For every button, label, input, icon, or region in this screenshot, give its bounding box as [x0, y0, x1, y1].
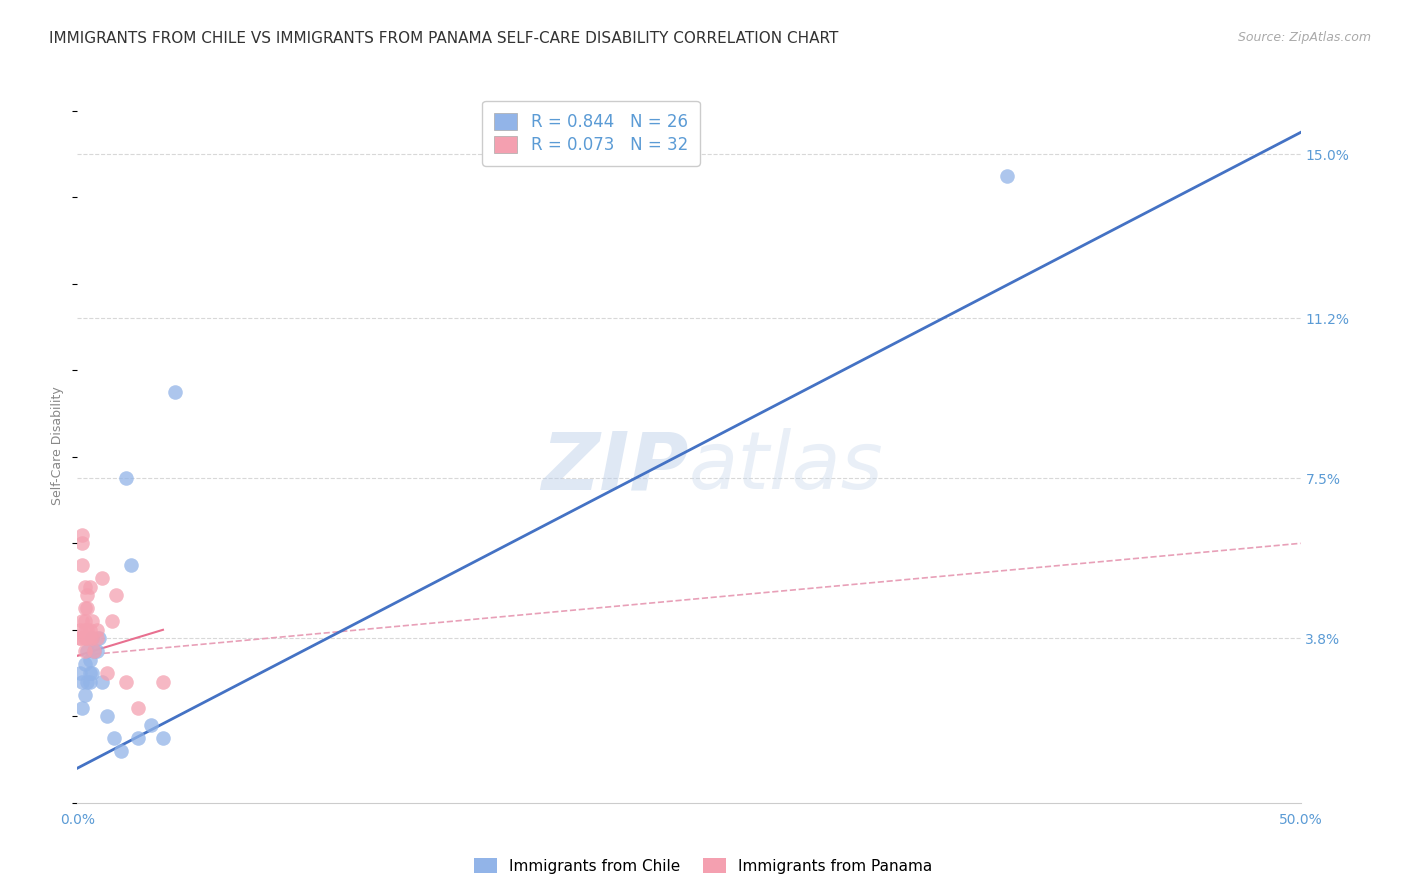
Point	[152, 731, 174, 745]
Point	[80, 614, 103, 628]
Point	[90, 571, 112, 585]
Legend: R = 0.844   N = 26, R = 0.073   N = 32: R = 0.844 N = 26, R = 0.073 N = 32	[482, 101, 700, 166]
Point	[70, 700, 93, 714]
Point	[128, 731, 150, 745]
Point	[69, 623, 91, 637]
Point	[69, 666, 91, 681]
Point	[86, 632, 108, 646]
Point	[70, 527, 93, 541]
Point	[139, 718, 162, 732]
Point	[76, 632, 98, 646]
Point	[73, 632, 96, 646]
Point	[90, 674, 112, 689]
Point	[83, 644, 105, 658]
Point	[96, 666, 118, 681]
Point	[73, 601, 96, 615]
Text: atlas: atlas	[689, 428, 884, 507]
Point	[76, 623, 98, 637]
Text: ZIP: ZIP	[541, 428, 689, 507]
Point	[73, 644, 96, 658]
Point	[120, 558, 142, 572]
Point	[80, 632, 103, 646]
Point	[76, 588, 98, 602]
Point	[86, 644, 108, 658]
Point	[70, 614, 93, 628]
Point	[86, 623, 108, 637]
Point	[70, 536, 93, 550]
Point	[70, 558, 93, 572]
Point	[83, 644, 105, 658]
Point	[73, 580, 96, 594]
Text: IMMIGRANTS FROM CHILE VS IMMIGRANTS FROM PANAMA SELF-CARE DISABILITY CORRELATION: IMMIGRANTS FROM CHILE VS IMMIGRANTS FROM…	[49, 31, 838, 46]
Point	[76, 644, 98, 658]
Text: Source: ZipAtlas.com: Source: ZipAtlas.com	[1237, 31, 1371, 45]
Point	[79, 632, 101, 646]
Point	[110, 744, 132, 758]
Point	[89, 632, 111, 646]
Point	[165, 384, 187, 399]
Point	[105, 588, 128, 602]
Point	[79, 653, 101, 667]
Point	[70, 674, 93, 689]
Point	[79, 666, 101, 681]
Point	[995, 169, 1018, 183]
Point	[80, 666, 103, 681]
Point	[79, 623, 101, 637]
Point	[73, 657, 96, 672]
Point	[79, 674, 101, 689]
Point	[69, 632, 91, 646]
Y-axis label: Self-Care Disability: Self-Care Disability	[51, 386, 65, 506]
Point	[128, 700, 150, 714]
Point	[76, 601, 98, 615]
Point	[80, 632, 103, 646]
Legend: Immigrants from Chile, Immigrants from Panama: Immigrants from Chile, Immigrants from P…	[468, 852, 938, 880]
Point	[73, 614, 96, 628]
Point	[152, 674, 174, 689]
Point	[69, 632, 91, 646]
Point	[79, 580, 101, 594]
Point	[103, 731, 125, 745]
Point	[96, 709, 118, 723]
Point	[115, 471, 138, 485]
Point	[73, 688, 96, 702]
Point	[73, 623, 96, 637]
Point	[115, 674, 138, 689]
Point	[76, 674, 98, 689]
Point	[100, 614, 122, 628]
